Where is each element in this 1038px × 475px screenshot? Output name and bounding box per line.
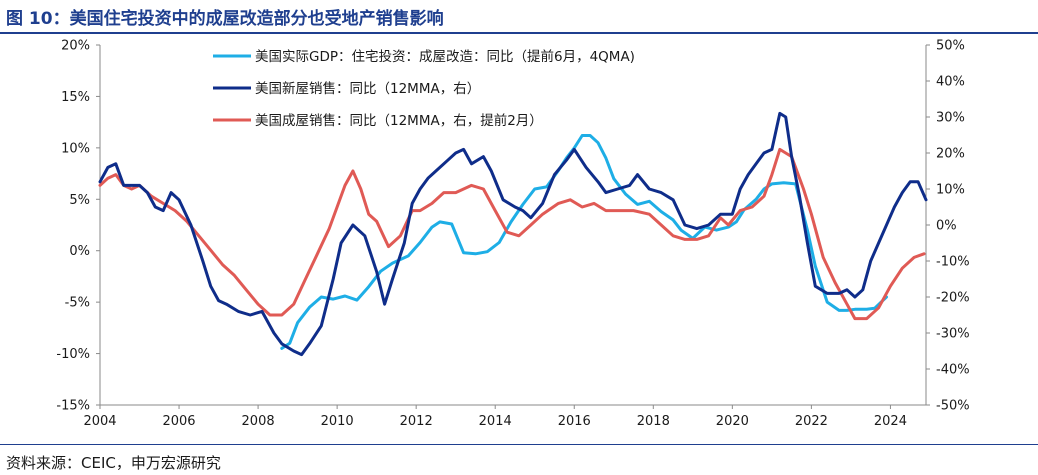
y-right-tick-label: -50% [936,399,970,414]
y-right-tick-label: 0% [936,219,957,234]
source-note: 资料来源：CEIC，申万宏源研究 [6,454,221,472]
y-right-tick-label: 20% [936,147,965,162]
y-left-tick-label: 20% [61,39,90,54]
y-left-tick-label: -5% [65,296,90,311]
x-tick-label: 2012 [400,414,433,429]
x-tick-label: 2022 [795,414,828,429]
x-tick-label: 2004 [83,414,116,429]
x-tick-label: 2018 [637,414,670,429]
y-right-tick-label: -40% [936,363,970,378]
series-line-2 [98,111,928,357]
y-right-tick-label: 10% [936,183,965,198]
y-right-tick-label: -20% [936,291,970,306]
chart-legend: 美国实际GDP：住宅投资：成屋改造：同比（提前6月，4QMA) 美国新屋销售：同比… [213,48,635,129]
y-right-tick-label: -30% [936,327,970,342]
y-right-tick-label: -10% [936,255,970,270]
y-right-tick-label: 30% [936,111,965,126]
x-tick-label: 2024 [874,414,907,429]
x-tick-label: 2020 [716,414,749,429]
legend-label: 美国成屋销售：同比（12MMA，右，提前2月） [255,112,543,129]
chart-series [98,111,928,357]
x-tick-label: 2006 [162,414,195,429]
y-left-tick-label: 10% [61,141,90,156]
x-tick-label: 2014 [479,414,512,429]
line-chart: 20% 15% 10% 5% 0% -5% -10% -15% 50% 40% 30% 20% 10% 0… [56,39,969,430]
title-divider [0,32,1038,34]
y-right-tick-label: 50% [936,39,965,54]
x-tick-label: 2008 [242,414,275,429]
y-left-tick-label: -10% [56,347,90,362]
x-tick-label: 2016 [558,414,591,429]
y-left-tick-label: 5% [69,193,90,208]
legend-label: 美国实际GDP：住宅投资：成屋改造：同比（提前6月，4QMA) [255,48,635,65]
chart-axes: 20% 15% 10% 5% 0% -5% -10% -15% 50% 40% 30% 20% 10% 0… [56,39,969,430]
footer-divider [0,444,1038,445]
y-left-tick-label: -15% [56,399,90,414]
figure-title: 图 10：美国住宅投资中的成屋改造部分也受地产销售影响 [6,9,444,29]
y-left-tick-label: 15% [61,90,90,105]
x-tick-label: 2010 [321,414,354,429]
y-right-tick-label: 40% [936,75,965,90]
legend-label: 美国新屋销售：同比（12MMA，右） [255,81,480,97]
y-left-tick-label: 0% [69,244,90,259]
series-line-1 [280,134,888,350]
series-line-3 [98,147,926,321]
